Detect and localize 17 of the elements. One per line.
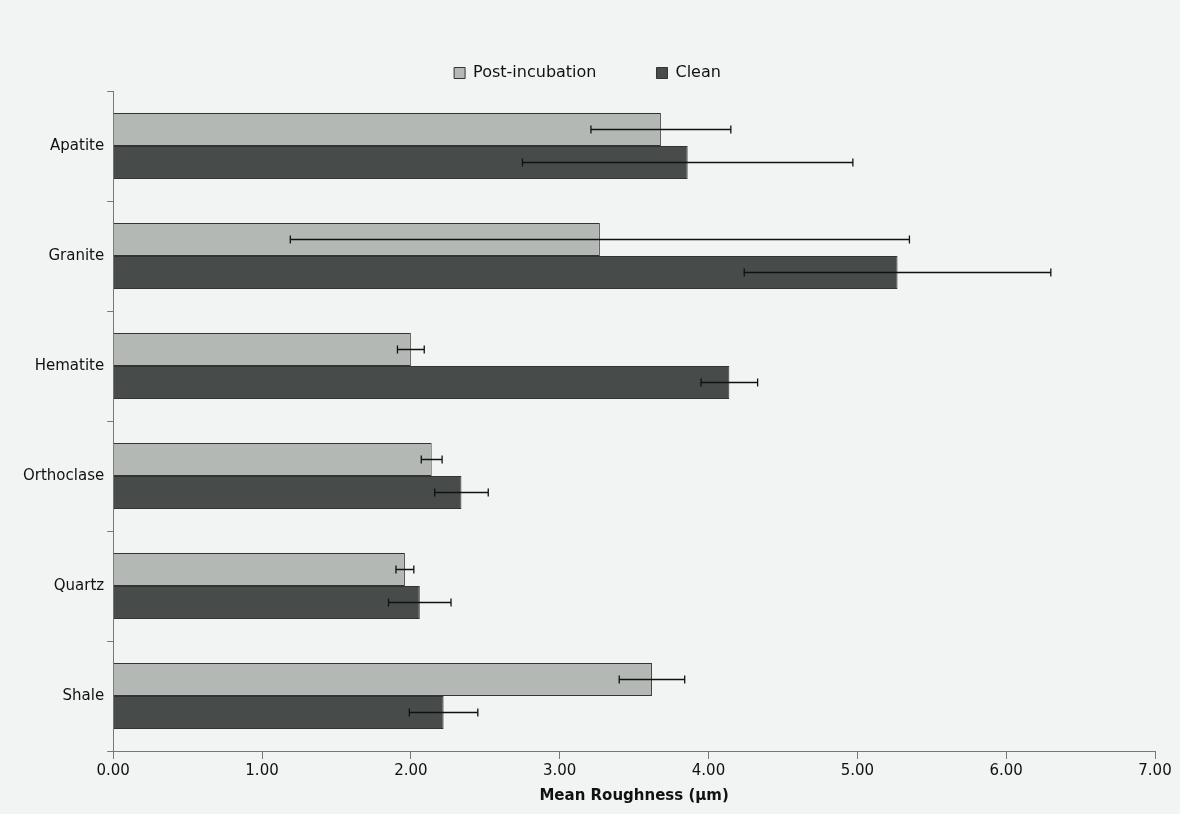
legend-label: Clean — [675, 62, 721, 82]
y-tick-label: Apatite — [50, 135, 105, 154]
x-tick-label: 6.00 — [989, 760, 1023, 779]
y-tick-label: Hematite — [34, 355, 105, 374]
y-tick-label: Quartz — [53, 575, 105, 594]
x-tick-label: 3.00 — [542, 760, 577, 779]
x-tick-label: 1.00 — [245, 760, 279, 779]
x-tick-label: 5.00 — [840, 760, 875, 779]
x-axis-title: Mean Roughness (µm) — [539, 785, 729, 804]
y-tick-label: Orthoclase — [22, 465, 105, 484]
x-tick-label: 0.00 — [96, 760, 130, 779]
y-tick-label: Shale — [62, 685, 105, 704]
legend-label: Post-incubation — [473, 62, 597, 82]
x-tick-label: 2.00 — [394, 760, 428, 779]
x-tick-label: 4.00 — [691, 760, 726, 779]
x-tick-label: 7.00 — [1138, 760, 1172, 779]
y-tick-label: Granite — [48, 245, 105, 264]
